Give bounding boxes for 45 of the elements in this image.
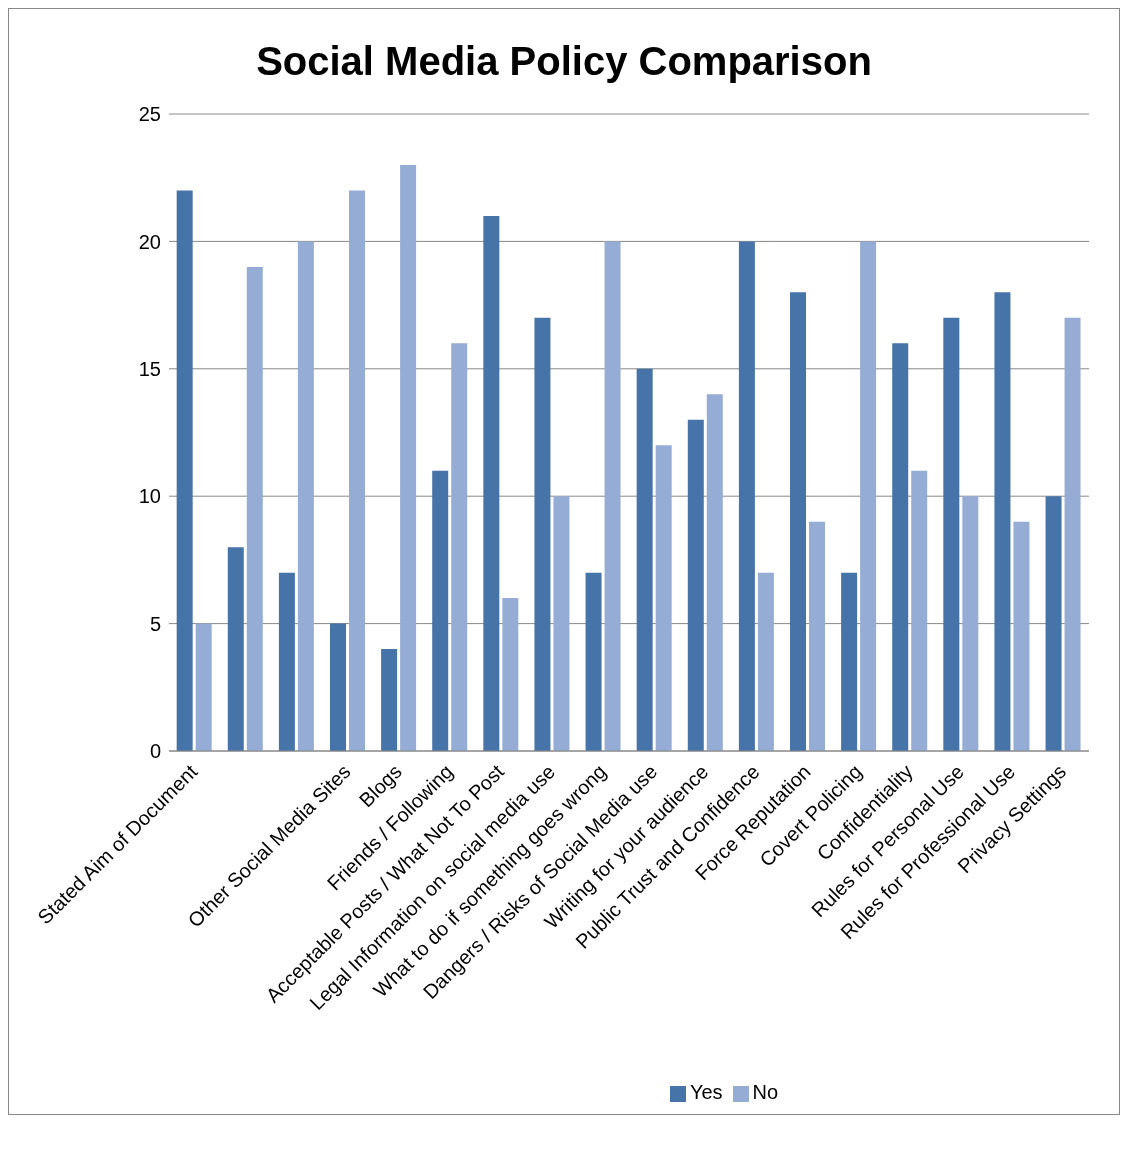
bar <box>757 572 774 751</box>
bar <box>195 623 212 751</box>
bar <box>1013 521 1030 751</box>
bar <box>1045 496 1062 751</box>
bar <box>994 292 1011 751</box>
chart-title: Social Media Policy Comparison <box>255 38 873 84</box>
bar <box>451 343 468 751</box>
legend-label: Yes <box>689 1081 723 1103</box>
bar <box>636 368 653 751</box>
bar <box>841 572 858 751</box>
bar <box>943 317 960 751</box>
bar <box>246 266 263 751</box>
bar <box>297 241 314 751</box>
bar <box>381 649 398 751</box>
bar <box>738 241 755 751</box>
bar <box>585 572 602 751</box>
bar <box>176 190 193 751</box>
bar <box>330 623 346 751</box>
bar <box>534 317 551 751</box>
bar <box>227 547 244 751</box>
y-tick-label: 10 <box>138 485 161 508</box>
bar <box>483 215 500 751</box>
bar <box>911 470 928 751</box>
bar <box>706 394 723 751</box>
bar <box>1064 317 1081 751</box>
bar <box>278 572 295 751</box>
bar <box>687 419 704 751</box>
y-tick-label: 15 <box>138 357 161 380</box>
bar <box>860 241 877 751</box>
bar <box>400 164 417 751</box>
bar <box>432 470 449 751</box>
bar <box>553 496 570 751</box>
bar <box>349 190 365 751</box>
bar <box>604 241 621 751</box>
bar <box>655 445 672 751</box>
y-tick-label: 5 <box>149 612 161 635</box>
y-tick-label: 0 <box>149 740 161 763</box>
y-tick-label: 25 <box>138 103 161 126</box>
legend-label: No <box>752 1081 779 1103</box>
bar <box>809 521 825 751</box>
y-tick-label: 20 <box>138 230 161 253</box>
bar <box>790 292 806 751</box>
bar <box>892 343 909 751</box>
bar <box>962 496 979 751</box>
bar <box>502 598 519 751</box>
